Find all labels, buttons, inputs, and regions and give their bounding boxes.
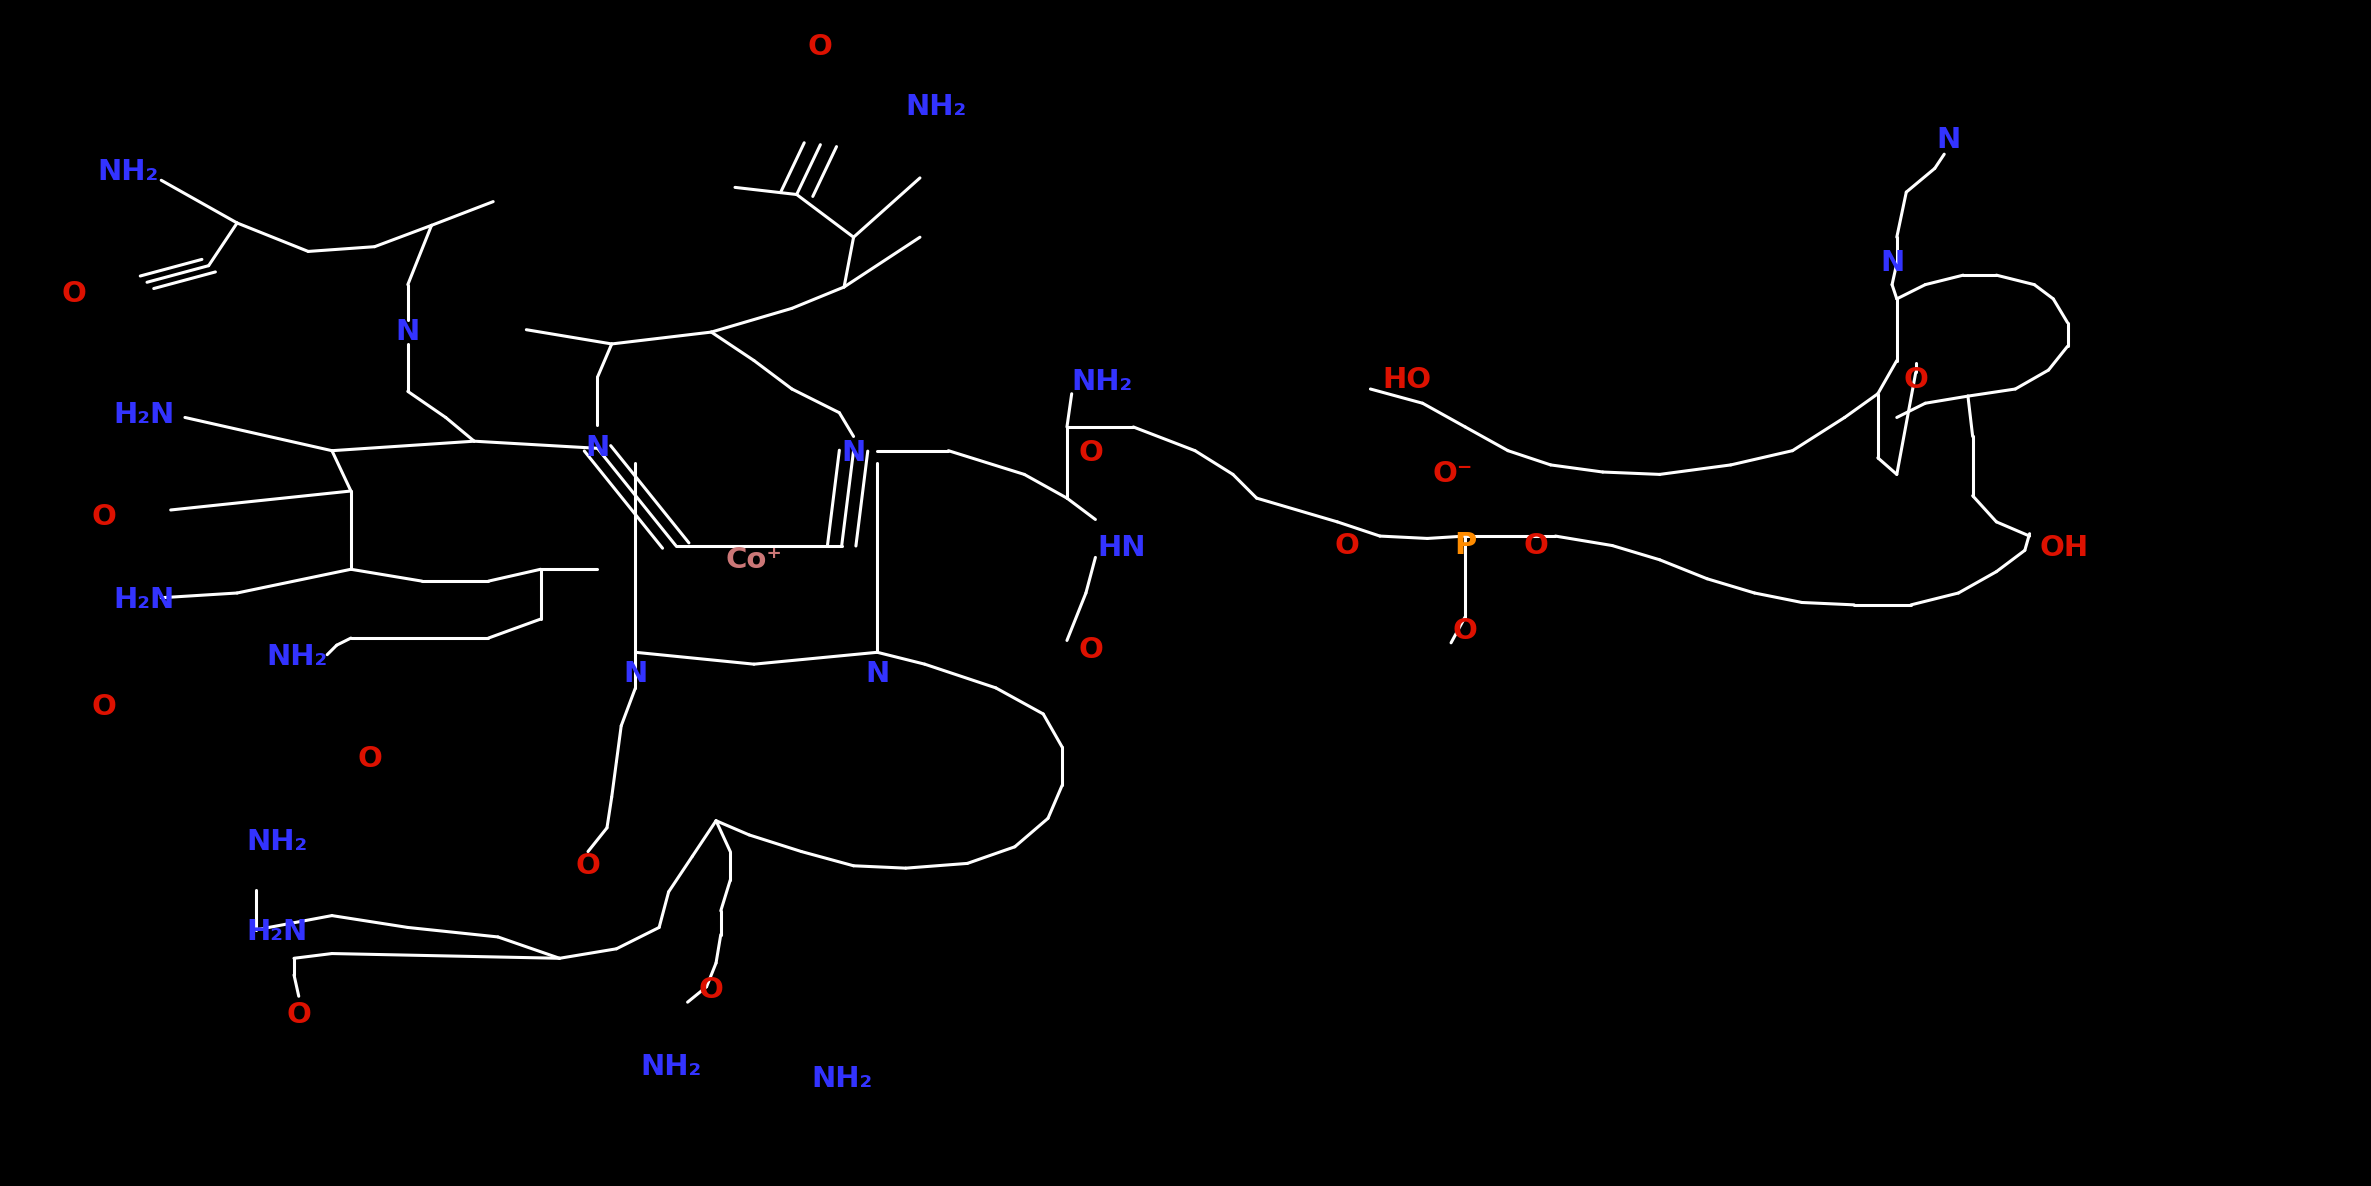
Text: H₂N: H₂N bbox=[114, 401, 175, 429]
Text: H₂N: H₂N bbox=[114, 586, 175, 614]
Text: N: N bbox=[1880, 249, 1904, 278]
Text: O: O bbox=[1904, 365, 1928, 394]
Text: O: O bbox=[576, 852, 600, 880]
Text: O: O bbox=[1453, 617, 1477, 645]
Text: O: O bbox=[62, 280, 85, 308]
Text: O: O bbox=[1079, 636, 1103, 664]
Text: H₂N: H₂N bbox=[247, 918, 308, 946]
Text: O⁻: O⁻ bbox=[1432, 460, 1472, 489]
Text: N: N bbox=[396, 318, 420, 346]
Text: NH₂: NH₂ bbox=[247, 828, 308, 856]
Text: NH₂: NH₂ bbox=[811, 1065, 873, 1093]
Text: O: O bbox=[1079, 439, 1103, 467]
Text: N: N bbox=[586, 434, 609, 463]
Text: N: N bbox=[624, 659, 647, 688]
Text: O: O bbox=[92, 503, 116, 531]
Text: O: O bbox=[699, 976, 723, 1005]
Text: N: N bbox=[865, 659, 889, 688]
Text: NH₂: NH₂ bbox=[1072, 368, 1133, 396]
Text: O: O bbox=[809, 33, 832, 62]
Text: P: P bbox=[1453, 531, 1477, 560]
Text: HN: HN bbox=[1098, 534, 1145, 562]
Text: NH₂: NH₂ bbox=[640, 1053, 702, 1082]
Text: NH₂: NH₂ bbox=[906, 93, 967, 121]
Text: N: N bbox=[1937, 126, 1961, 154]
Text: O: O bbox=[92, 693, 116, 721]
Text: O: O bbox=[1525, 531, 1548, 560]
Text: O: O bbox=[287, 1001, 311, 1029]
Text: O: O bbox=[1335, 531, 1359, 560]
Text: Co⁺: Co⁺ bbox=[726, 546, 782, 574]
Text: O: O bbox=[358, 745, 382, 773]
Text: NH₂: NH₂ bbox=[266, 643, 327, 671]
Text: NH₂: NH₂ bbox=[97, 158, 159, 186]
Text: OH: OH bbox=[2039, 534, 2089, 562]
Text: N: N bbox=[842, 439, 865, 467]
Text: HO: HO bbox=[1382, 365, 1432, 394]
